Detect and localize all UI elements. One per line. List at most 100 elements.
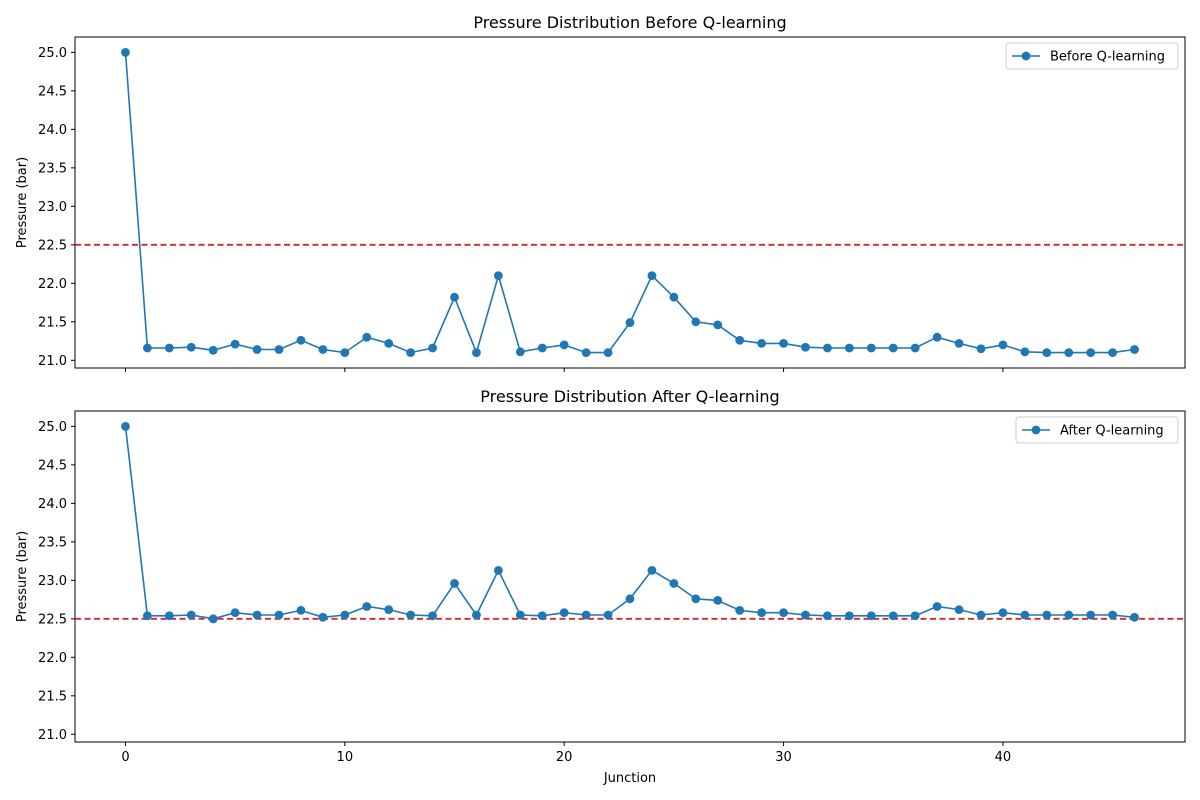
y-tick-label: 21.5 [38, 689, 67, 704]
legend: Before Q-learning [1005, 42, 1179, 70]
data-point [801, 342, 810, 352]
data-point [121, 421, 130, 431]
data-point [669, 292, 679, 302]
data-point [932, 332, 942, 342]
data-point [515, 610, 525, 620]
data-point [647, 565, 657, 575]
data-point [757, 608, 767, 618]
x-tick-label: 30 [775, 750, 792, 765]
y-tick-label: 22.5 [38, 238, 67, 253]
data-point [208, 345, 218, 355]
series-line [124, 426, 1135, 620]
data-point [252, 345, 262, 354]
data-point [515, 347, 525, 357]
y-tick-label: 25.0 [38, 46, 67, 61]
data-point [164, 343, 174, 353]
data-point [1064, 610, 1074, 620]
y-tick-label: 21.5 [38, 315, 67, 330]
x-tick-label: 40 [995, 750, 1012, 765]
data-point [121, 47, 130, 57]
data-point [1108, 348, 1118, 358]
data-point [888, 611, 898, 621]
data-point [318, 345, 328, 354]
y-tick-label: 23.5 [38, 161, 67, 176]
y-tick-label: 24.5 [38, 84, 67, 99]
x-tick-label: 10 [337, 750, 354, 765]
data-point [954, 605, 964, 614]
data-point [1042, 348, 1052, 358]
chart-panel-2: Pressure Distribution After Q-learning 21… [15, 387, 1186, 786]
data-point [713, 320, 723, 330]
data-point [296, 335, 306, 345]
data-point [801, 610, 810, 620]
data-point [735, 605, 745, 615]
axes-frame [74, 410, 1186, 743]
data-point [713, 595, 723, 605]
data-point [493, 271, 503, 281]
data-point [691, 594, 701, 604]
data-point [340, 610, 350, 620]
data-point [142, 343, 152, 353]
data-point [625, 594, 635, 604]
legend-box [1015, 416, 1179, 444]
data-point [493, 565, 503, 575]
y-tick-label: 23.0 [38, 200, 67, 215]
data-point [998, 340, 1008, 350]
data-point [472, 348, 481, 358]
y-tick-label: 23.5 [38, 535, 67, 550]
data-point [735, 335, 745, 345]
data-point [888, 343, 898, 353]
data-point [274, 345, 284, 354]
data-point [362, 332, 372, 342]
data-point [208, 614, 218, 624]
data-point [823, 611, 832, 621]
data-point [603, 348, 613, 358]
data-point [296, 605, 306, 615]
data-point [954, 338, 964, 348]
data-point [581, 610, 591, 620]
legend-label: Before Q-learning [1050, 50, 1165, 65]
data-point [450, 579, 459, 588]
data-point [757, 338, 767, 348]
data-point [1020, 347, 1030, 357]
data-point [603, 610, 613, 620]
data-point [779, 338, 788, 348]
data-point [581, 348, 591, 358]
x-tick-label: 0 [121, 750, 129, 765]
data-point [472, 610, 481, 620]
data-point [559, 608, 569, 618]
data-point [1108, 610, 1118, 620]
chart-panel-1: Pressure Distribution Before Q-learning 2… [15, 13, 1186, 372]
data-point [932, 602, 942, 611]
legend: After Q-learning [1015, 416, 1179, 444]
data-point [866, 611, 876, 621]
x-tick-label: 20 [556, 750, 573, 765]
data-point [274, 610, 284, 620]
y-tick-label: 24.5 [38, 458, 67, 473]
data-point [537, 343, 547, 353]
data-point [406, 348, 416, 358]
series-line [124, 52, 1135, 356]
y-tick-label: 22.0 [38, 277, 67, 292]
legend-marker-swatch [1021, 51, 1031, 61]
y-tick-label: 24.0 [38, 497, 67, 512]
data-point [362, 602, 372, 611]
data-point [647, 271, 657, 281]
legend-box [1005, 42, 1179, 70]
data-point [779, 608, 788, 618]
y-tick-label: 22.5 [38, 612, 67, 627]
data-point [1064, 348, 1074, 358]
data-point [866, 343, 876, 353]
data-point [1042, 610, 1052, 620]
data-point [559, 340, 569, 350]
legend-label: After Q-learning [1060, 424, 1164, 439]
data-point [625, 318, 635, 327]
data-point [976, 344, 986, 354]
data-point [340, 348, 350, 358]
data-point [428, 343, 437, 353]
data-point [669, 579, 679, 588]
y-tick-label: 21.0 [38, 354, 67, 369]
y-axis-label: Pressure (bar) [15, 531, 30, 622]
y-tick-label: 24.0 [38, 123, 67, 138]
data-point [252, 610, 262, 620]
